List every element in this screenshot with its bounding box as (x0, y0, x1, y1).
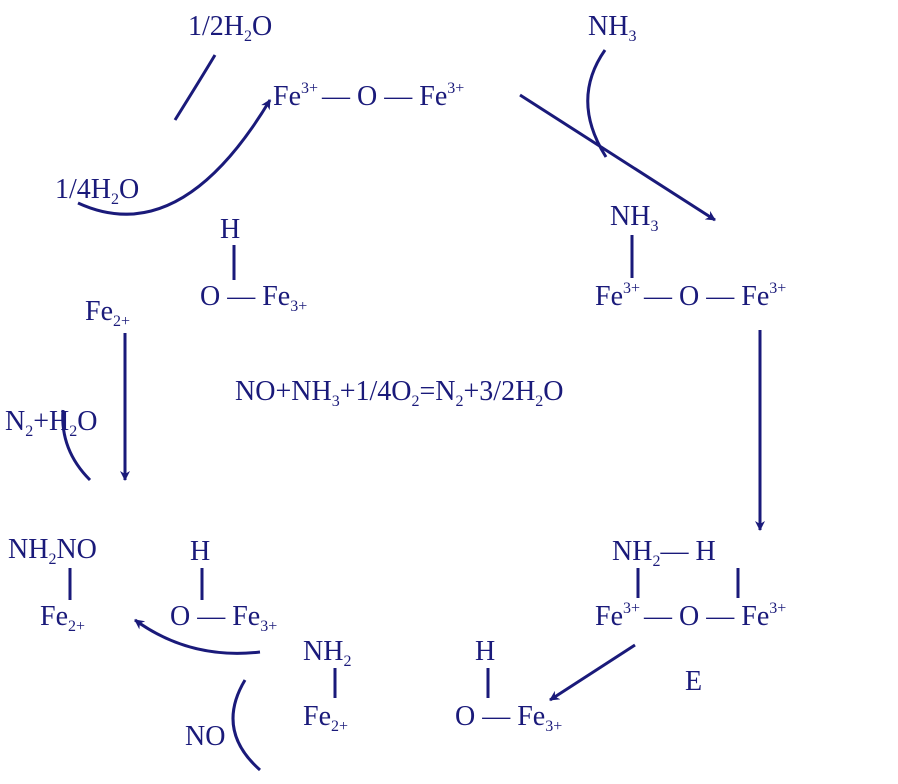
bottom_nh2: NH2 (303, 636, 351, 670)
bottom_no_curve (233, 680, 260, 770)
left_n2_h2o: N2+H2O (5, 406, 97, 440)
no_label: NO (185, 721, 225, 752)
bl_inner_o_fe: O — Fe3+ (170, 601, 277, 635)
top_half_h2o: 1/2H2O (188, 11, 272, 45)
bottom_inner_o_fe: O — Fe3+ (455, 701, 562, 735)
bottom_fe2: Fe2+ (303, 701, 348, 735)
right_fe_o_fe: Fe3+— O — Fe3+ (595, 280, 786, 312)
top_nh3: NH3 (588, 11, 636, 45)
bl_inner_h: H (190, 536, 210, 567)
reaction-arrow (550, 645, 635, 700)
inner_top_o_fe: O — Fe3+ (200, 281, 307, 315)
right_nh3_small: NH3 (610, 201, 658, 235)
br_nh2_h: NH2— H (612, 536, 716, 570)
top_fe_o_fe: Fe3+— O — Fe3+ (273, 80, 464, 112)
top_left_out (175, 55, 215, 120)
bl_nh2no: NH2NO (8, 534, 97, 568)
bottom_inner_h: H (475, 636, 495, 667)
e_label: E (685, 666, 702, 697)
br_fe_o_fe: Fe3+— O — Fe3+ (595, 600, 786, 632)
left_14h2o: 1/4H2O (55, 174, 139, 208)
center-equation: NO+NH3+1/4O2=N2+3/2H2O (235, 376, 564, 410)
inner_top_h: H (220, 214, 240, 245)
bl_fe2: Fe2+ (40, 601, 85, 635)
left_fe2: Fe2+ (85, 296, 130, 330)
